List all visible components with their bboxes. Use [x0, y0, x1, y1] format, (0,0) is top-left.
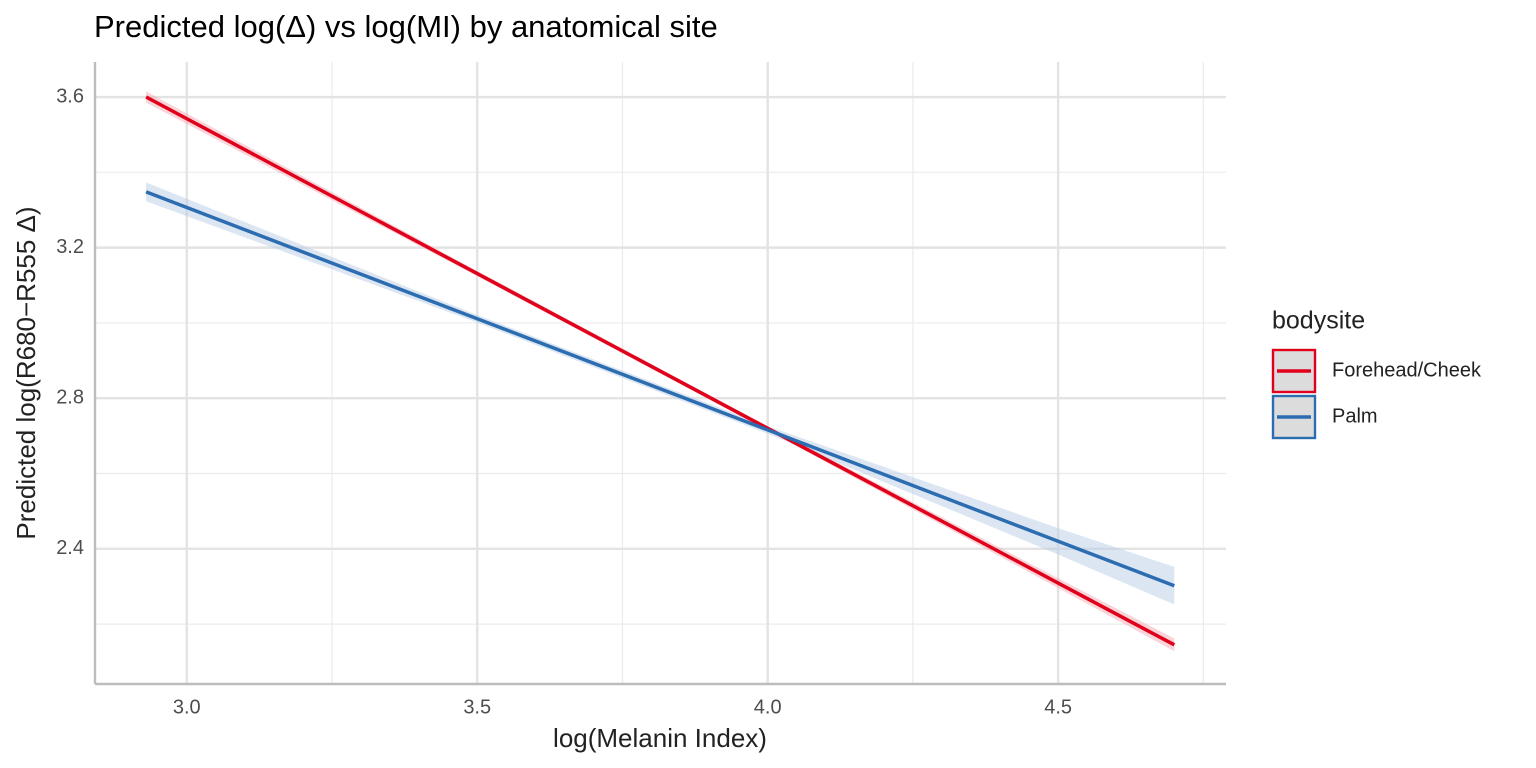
- x-axis-label: log(Melanin Index): [553, 723, 767, 753]
- x-tick-label: 4.0: [754, 696, 782, 718]
- y-tick-label: 2.8: [56, 387, 84, 409]
- y-tick-label: 3.6: [56, 85, 84, 107]
- legend-label: Palm: [1332, 405, 1378, 427]
- legend-label: Forehead/Cheek: [1332, 359, 1482, 381]
- x-tick-label: 3.0: [173, 696, 201, 718]
- y-tick-label: 3.2: [56, 236, 84, 258]
- line: [145, 95, 1176, 647]
- chart-title: Predicted log(Δ) vs log(MI) by anatomica…: [94, 9, 718, 44]
- y-axis-label: Predicted log(R680−R555 Δ): [11, 206, 41, 539]
- line: [145, 190, 1175, 588]
- legend-title: bodysite: [1272, 307, 1365, 335]
- x-tick-label: 4.5: [1044, 696, 1072, 718]
- confidence-ribbon: [146, 182, 1175, 605]
- x-tick-label: 3.5: [463, 696, 491, 718]
- y-tick-label: 2.4: [56, 537, 84, 559]
